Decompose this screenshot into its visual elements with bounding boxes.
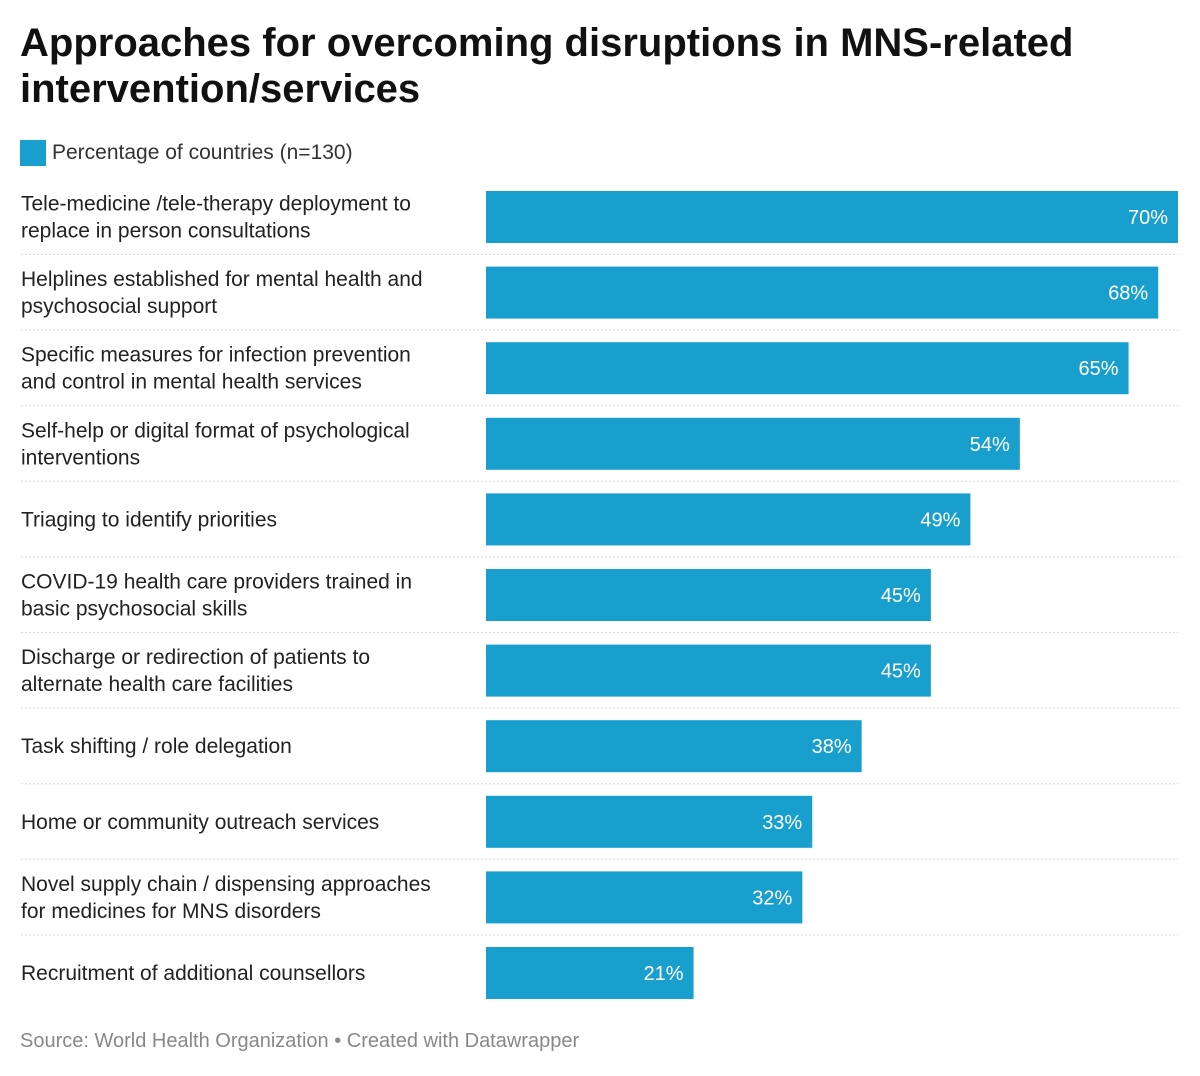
category-label: Discharge or redirection of patients to a…: [21, 646, 370, 696]
bar: [486, 644, 931, 697]
category-label: Triaging to identify priorities: [21, 508, 277, 531]
bar-value-label: 33%: [762, 812, 802, 834]
bar-value-label: 45%: [881, 661, 921, 683]
bar: [486, 493, 971, 546]
bar-value-label: 49%: [920, 509, 960, 531]
category-label: Task shifting / role delegation: [21, 735, 292, 758]
bar-chart: 70% Tele-medicine /tele-therapy deploymen…: [21, 191, 1178, 999]
bar-value-label: 38%: [812, 736, 852, 758]
legend: Percentage of countries (n=130): [20, 138, 353, 168]
bar-value-label: 32%: [752, 887, 792, 909]
source-note: Source: World Health Organization • Crea…: [20, 1030, 580, 1052]
bar-value-label: 54%: [970, 434, 1010, 456]
bar-value-label: 45%: [881, 585, 921, 607]
bar-value-label: 70%: [1128, 207, 1168, 229]
chart-title: Approaches for overcoming disruptions in…: [20, 21, 1074, 111]
bar: [486, 947, 694, 999]
bar: [486, 720, 862, 773]
category-label: Self-help or digital format of psycholog…: [21, 419, 410, 469]
category-label: Tele-medicine /tele-therapy deployment t…: [21, 193, 411, 243]
bar: [486, 191, 1178, 243]
bar: [486, 569, 931, 621]
category-label: Specific measures for infection preventi…: [21, 344, 411, 394]
legend-swatch: [20, 140, 46, 166]
category-label: Home or community outreach services: [21, 811, 379, 834]
category-label: Novel supply chain / dispensing approach…: [21, 873, 431, 923]
bar: [486, 342, 1129, 395]
bar: [486, 417, 1020, 470]
legend-label: Percentage of countries (n=130): [52, 141, 353, 164]
bar: [486, 871, 803, 924]
category-label: COVID-19 health care providers trained i…: [21, 571, 412, 621]
bar: [486, 266, 1159, 319]
category-label: Helplines established for mental health …: [21, 268, 423, 318]
bar-value-label: 21%: [644, 963, 684, 985]
bar: [486, 795, 813, 848]
bar-value-label: 68%: [1108, 283, 1148, 305]
bar-value-label: 65%: [1079, 358, 1119, 380]
category-label: Recruitment of additional counsellors: [21, 962, 365, 985]
